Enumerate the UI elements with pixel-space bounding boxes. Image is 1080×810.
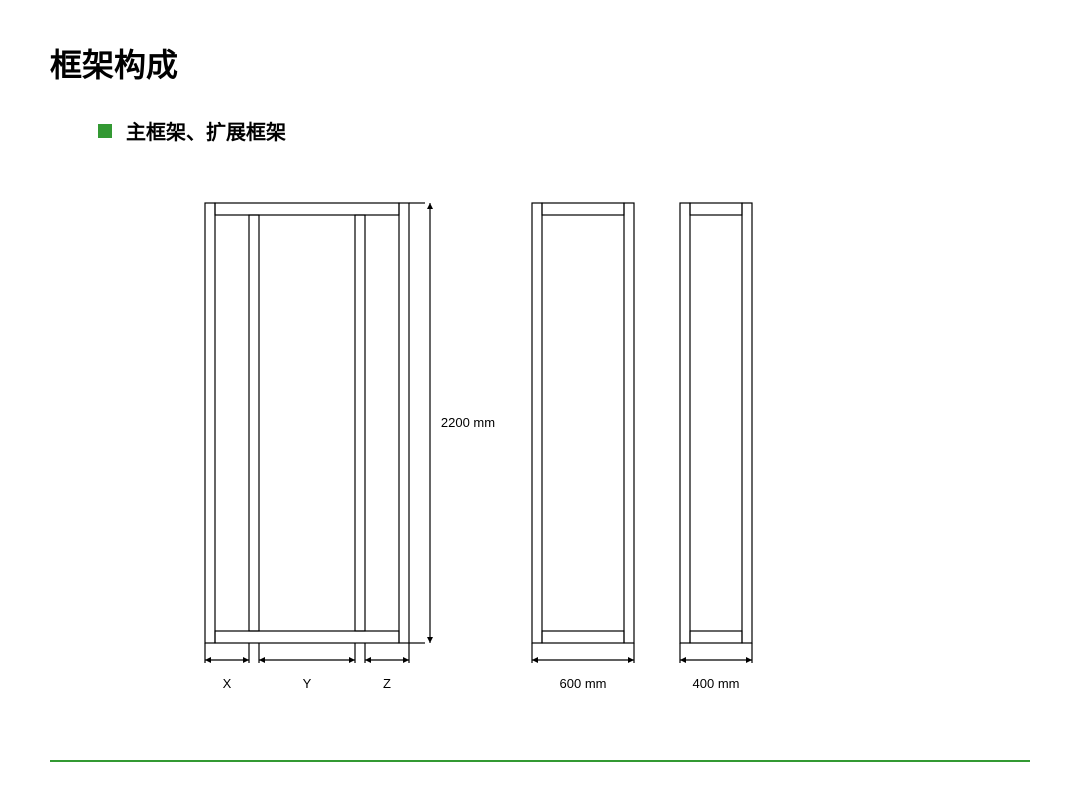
bullet-icon <box>98 124 112 138</box>
dimension-label: X <box>223 676 232 691</box>
subtitle-text: 主框架、扩展框架 <box>126 116 286 145</box>
footer-rule <box>50 760 1030 762</box>
dimension-label: Y <box>303 676 312 691</box>
dimension-label: 2200 mm <box>441 415 495 430</box>
page-title: 框架构成 <box>50 40 1030 86</box>
slide: 框架构成 主框架、扩展框架 2200 mm X Y Z 600 mm 400 mm <box>0 0 1080 810</box>
dimension-label: 400 mm <box>693 676 740 691</box>
frame-diagram: 2200 mm X Y Z 600 mm 400 mm <box>200 198 800 708</box>
diagram-area: 2200 mm X Y Z 600 mm 400 mm <box>200 198 800 708</box>
dimension-label: 600 mm <box>560 676 607 691</box>
dimension-label: Z <box>383 676 391 691</box>
subtitle-row: 主框架、扩展框架 <box>98 116 1030 145</box>
